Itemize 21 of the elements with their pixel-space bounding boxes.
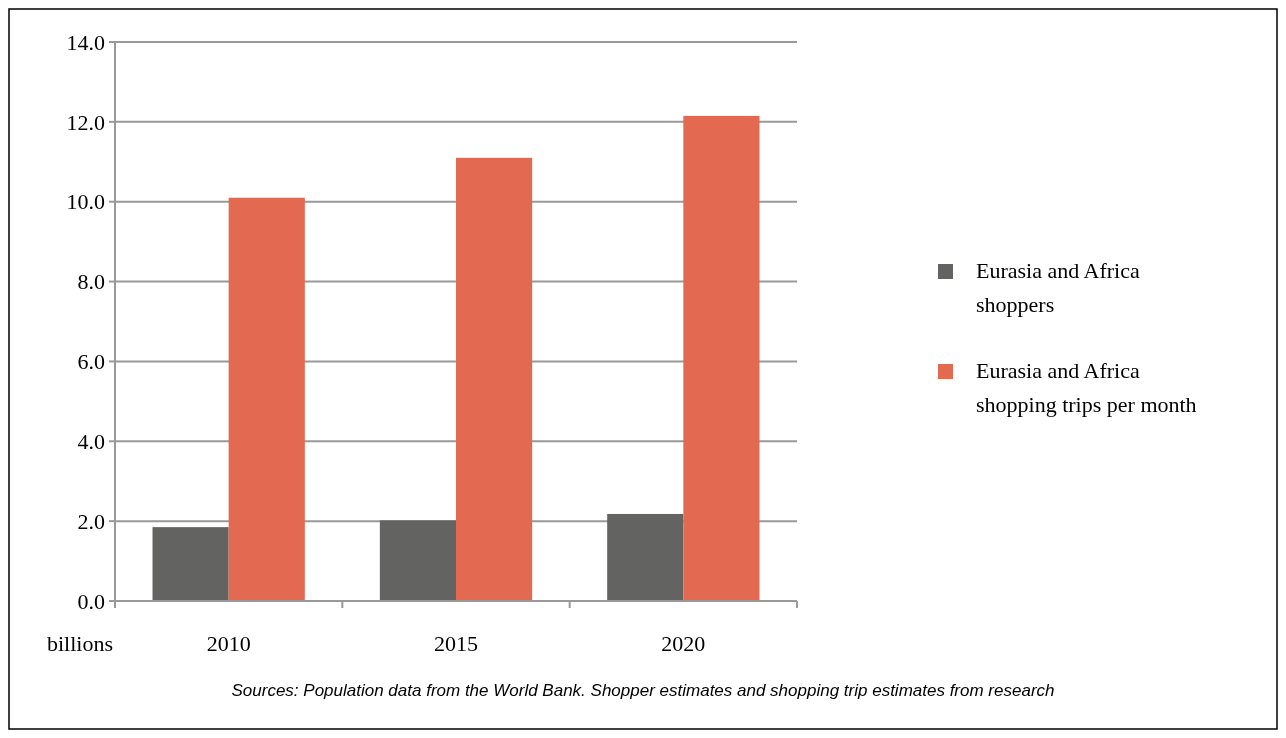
- legend-label: Eurasia and Africa shoppers: [976, 258, 1140, 317]
- bar: [456, 157, 533, 601]
- bar: [228, 197, 305, 601]
- bar: [152, 527, 229, 601]
- y-tick-label: 12.0: [66, 109, 105, 135]
- bar: [607, 513, 684, 601]
- y-tick-label: 0.0: [77, 588, 105, 614]
- x-tick-label: 2020: [661, 631, 706, 656]
- source-note: Sources: Population data from the World Bank. Shopper estimates and shopping trip estimates from research: [231, 681, 1055, 700]
- y-tick-label: 14.0: [66, 29, 105, 55]
- bar: [683, 115, 760, 601]
- legend-label: Eurasia and Africa shopping trips per month: [976, 358, 1197, 417]
- x-tick-label: 2015: [434, 631, 478, 656]
- y-axis-title: billions: [46, 631, 113, 656]
- bar: [379, 520, 456, 601]
- y-tick-label: 8.0: [77, 269, 105, 295]
- y-tick-label: 4.0: [77, 428, 105, 454]
- y-tick-label: 2.0: [77, 508, 105, 534]
- x-tick-label: 2010: [206, 631, 251, 656]
- y-tick-label: 6.0: [77, 349, 105, 375]
- y-tick-label: 10.0: [66, 189, 105, 215]
